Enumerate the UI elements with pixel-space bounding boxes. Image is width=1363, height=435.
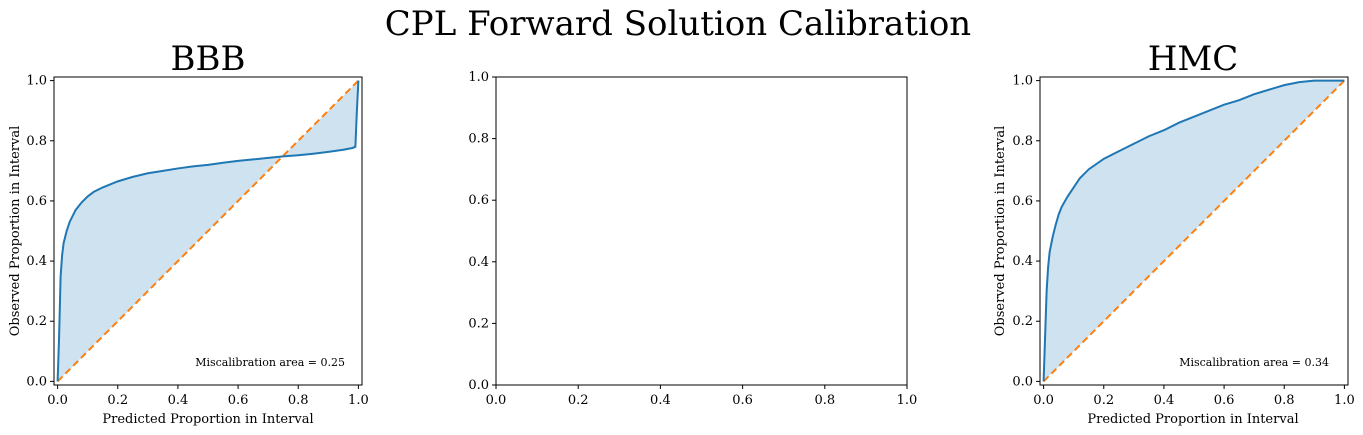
- panel-empty: 0.0 0.2 0.4 0.6 0.8 1.0 0.0 0.2 0.4 0.6 0.8 1.0: [468, 70, 917, 408]
- x-axis-label: Predicted Proportion in Interval: [102, 412, 313, 427]
- y-tick-label: 0.6: [1012, 194, 1033, 209]
- x-tick-label: 0.8: [1274, 393, 1295, 408]
- miscalibration-annotation: Miscalibration area = 0.34: [1179, 356, 1329, 369]
- miscalibration-annotation: Miscalibration area = 0.25: [195, 356, 345, 369]
- y-tick-label: 0.0: [26, 374, 47, 389]
- x-tick-label: 0.4: [168, 393, 189, 408]
- axes-frame: [1039, 76, 1349, 386]
- y-tick-label: 0.2: [26, 314, 47, 329]
- ideal-calibration-line: [56, 79, 360, 383]
- y-tick-label: 0.0: [1012, 374, 1033, 389]
- x-tick-label: 0.0: [47, 393, 68, 408]
- panel-bbb: BBB Predicted Proportion in Interval Obs…: [8, 39, 369, 427]
- plot-area: [56, 79, 360, 383]
- panel-title: HMC: [1148, 39, 1238, 79]
- y-tick-label: 0.2: [1012, 314, 1033, 329]
- x-tick-label: 0.6: [1214, 393, 1235, 408]
- x-tick-label: 0.6: [228, 393, 249, 408]
- x-tick-label: 0.2: [1093, 393, 1114, 408]
- y-tick-label: 0.8: [1012, 134, 1033, 149]
- plot-area: [1042, 79, 1346, 383]
- x-tick-label: 1.0: [1334, 393, 1355, 408]
- y-tick-label: 0.4: [1012, 254, 1033, 269]
- x-tick-label: 0.8: [288, 393, 309, 408]
- x-tick-label: 0.6: [732, 393, 753, 408]
- x-tick-label: 0.0: [1033, 393, 1054, 408]
- figure-title: CPL Forward Solution Calibration: [385, 4, 971, 44]
- y-tick-label: 0.6: [26, 194, 47, 209]
- x-tick-label: 0.2: [107, 393, 128, 408]
- y-tick-label: 0.8: [26, 134, 47, 149]
- ticks: 0.0 0.2 0.4 0.6 0.8 1.0 0.0 0.2 0.4 0.6 0.8 1.0: [468, 70, 917, 408]
- panel-hmc: HMC Predicted Proportion in Interval Obs…: [993, 39, 1355, 427]
- y-tick-label: 0.8: [468, 132, 489, 147]
- y-tick-label: 0.4: [26, 254, 47, 269]
- y-tick-label: 1.0: [26, 74, 47, 89]
- miscalibration-area-fill: [1043, 80, 1345, 382]
- ideal-calibration-line: [1042, 79, 1346, 383]
- x-tick-label: 1.0: [348, 393, 369, 408]
- x-axis-label: Predicted Proportion in Interval: [1087, 412, 1298, 427]
- y-tick-label: 0.4: [468, 255, 489, 270]
- x-tick-label: 0.8: [814, 393, 835, 408]
- calibration-curve: [56, 80, 360, 382]
- panel-title: BBB: [171, 39, 246, 79]
- calibration-curve: [1042, 79, 1345, 382]
- y-tick-label: 0.2: [468, 316, 489, 331]
- axes-frame: [53, 76, 363, 386]
- x-tick-label: 1.0: [897, 393, 918, 408]
- y-tick-label: 1.0: [1012, 74, 1033, 89]
- x-tick-label: 0.4: [1154, 393, 1175, 408]
- x-tick-label: 0.0: [486, 393, 507, 408]
- y-tick-label: 1.0: [468, 70, 489, 85]
- ticks: 0.0 0.2 0.4 0.6 0.8 1.0 0.0 0.2 0.4 0.6 0.8 1.0: [1012, 74, 1354, 408]
- y-axis-label: Observed Proportion in Interval: [993, 126, 1008, 336]
- y-tick-label: 0.0: [468, 378, 489, 393]
- x-tick-label: 0.4: [650, 393, 671, 408]
- y-axis-label: Observed Proportion in Interval: [8, 126, 23, 336]
- y-tick-label: 0.6: [468, 193, 489, 208]
- x-tick-label: 0.2: [568, 393, 589, 408]
- axes-frame: [495, 76, 908, 386]
- ticks: 0.0 0.2 0.4 0.6 0.8 1.0 0.0 0.2 0.4 0.6 0.8 1.0: [26, 74, 368, 408]
